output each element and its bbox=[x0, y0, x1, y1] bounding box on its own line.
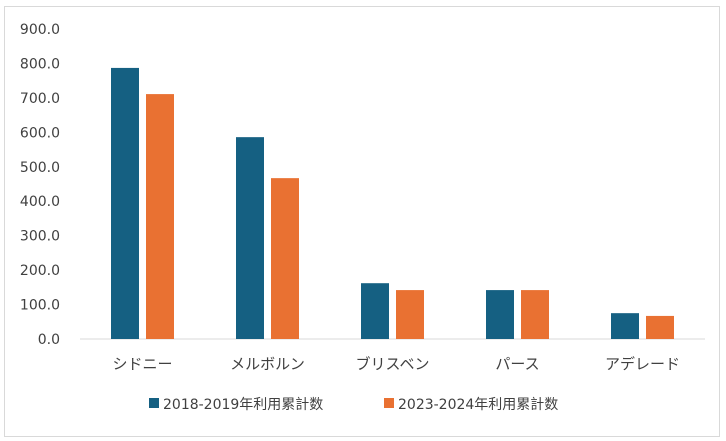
legend-label: 2018-2019年利用累計数 bbox=[163, 397, 323, 413]
bar bbox=[236, 137, 264, 339]
category-label: アデレード bbox=[605, 355, 680, 373]
legend: 2018-2019年利用累計数 2023-2024年利用累計数 bbox=[149, 397, 558, 413]
y-tick-label: 500.0 bbox=[20, 160, 60, 176]
y-tick-label: 0.0 bbox=[38, 332, 60, 348]
legend-swatch bbox=[149, 398, 159, 408]
y-tick-label: 400.0 bbox=[20, 194, 60, 210]
bar bbox=[611, 313, 639, 339]
category-label: メルボルン bbox=[230, 355, 305, 373]
y-tick-label: 200.0 bbox=[20, 263, 60, 279]
y-tick-label: 900.0 bbox=[20, 22, 60, 38]
y-tick-label: 800.0 bbox=[20, 56, 60, 72]
y-tick-label: 300.0 bbox=[20, 229, 60, 245]
category-label: パース bbox=[495, 355, 539, 373]
category-labels: シドニー メルボルン ブリスベン パース アデレード bbox=[112, 355, 680, 373]
category-label: ブリスベン bbox=[356, 355, 430, 373]
legend-swatch bbox=[384, 398, 394, 408]
legend-label: 2023-2024年利用累計数 bbox=[398, 397, 558, 413]
bar bbox=[646, 315, 674, 339]
bar bbox=[111, 67, 139, 339]
y-tick-label: 700.0 bbox=[20, 91, 60, 107]
bar bbox=[271, 178, 299, 339]
bar bbox=[396, 290, 424, 339]
bars bbox=[111, 67, 674, 339]
bar bbox=[486, 290, 514, 339]
bar bbox=[521, 290, 549, 339]
bar bbox=[146, 94, 174, 339]
y-axis-ticks: 0.0 100.0 200.0 300.0 400.0 500.0 600.0 700.0 80… bbox=[20, 22, 60, 348]
y-tick-label: 100.0 bbox=[20, 298, 60, 314]
category-label: シドニー bbox=[112, 355, 172, 373]
bar bbox=[361, 283, 389, 339]
y-tick-label: 600.0 bbox=[20, 125, 60, 141]
